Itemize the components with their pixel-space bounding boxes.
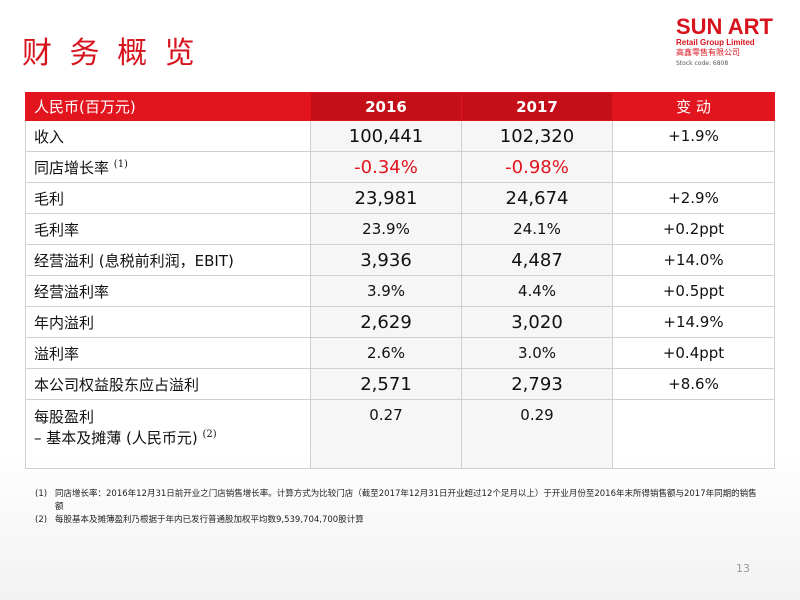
row-label: 经营溢利率	[25, 275, 311, 307]
logo-subtitle: Retail Group Limited	[676, 38, 755, 47]
footnote-marker: (2)	[35, 515, 48, 525]
footnote: (2) 每股基本及摊薄盈利乃根据于年内已发行普通股加权平均数9,539,704,7…	[35, 514, 765, 527]
label-text: 本公司权益股东应占溢利	[34, 375, 200, 394]
financial-table: 人民币(百万元) 2016 2017 变 动收入 100,441 102,320 +1.9%…	[25, 92, 775, 469]
cell: +0.4ppt	[612, 337, 775, 369]
logo: SUN ART Retail Group Limited 高鑫零售有限公司 St…	[676, 14, 776, 68]
table-row: 每股盈利 – 基本及摊薄 (人民币元) (2) 0.27 0.29	[25, 399, 775, 469]
cell: 3,936	[310, 244, 462, 276]
footnote-marker: (1)	[35, 489, 48, 499]
label-text: 毛利率	[34, 220, 80, 239]
row-label: 年内溢利	[25, 306, 311, 338]
table-row: 溢利率 2.6% 3.0% +0.4ppt	[25, 337, 775, 369]
label-text: 年内溢利	[34, 313, 95, 332]
column-header: 2016	[310, 92, 462, 121]
row-label: 每股盈利 – 基本及摊薄 (人民币元) (2)	[25, 399, 311, 469]
label-text: 收入	[34, 127, 65, 146]
table-row: 毛利 23,981 24,674 +2.9%	[25, 182, 775, 214]
footnote-ref: (1)	[113, 158, 128, 170]
label-text: 经营溢利 (息税前利润，EBIT)	[34, 251, 234, 270]
row-label: 本公司权益股东应占溢利	[25, 368, 311, 400]
footnote: (1) 同店增长率：2016年12月31日前开业之门店销售增长率。计算方式为比较门…	[35, 488, 765, 514]
table-row: 毛利率 23.9% 24.1% +0.2ppt	[25, 213, 775, 245]
label-text: 经营溢利率	[34, 282, 110, 301]
column-header: 人民币(百万元)	[25, 92, 311, 121]
cell: 2.6%	[310, 337, 462, 369]
cell: -0.34%	[310, 151, 462, 183]
column-header: 变 动	[612, 92, 775, 121]
cell: 4,487	[461, 244, 613, 276]
row-label: 经营溢利 (息税前利润，EBIT)	[25, 244, 311, 276]
cell	[612, 399, 775, 469]
cell: +2.9%	[612, 182, 775, 214]
cell: 23,981	[310, 182, 462, 214]
footnote-ref: (2)	[202, 429, 217, 440]
cell: -0.98%	[461, 151, 613, 183]
label-text: 同店增长率	[34, 158, 110, 177]
cell: 3,020	[461, 306, 613, 338]
cell: 2,629	[310, 306, 462, 338]
table-row: 同店增长率 (1) -0.34% -0.98%	[25, 151, 775, 183]
cell: 2,571	[310, 368, 462, 400]
cell: +8.6%	[612, 368, 775, 400]
cell: 0.27	[310, 399, 462, 469]
logo-brand: SUN ART	[676, 14, 773, 39]
label-text: 毛利	[34, 189, 65, 208]
cell: 0.29	[461, 399, 613, 469]
footnotes: (1) 同店增长率：2016年12月31日前开业之门店销售增长率。计算方式为比较门…	[35, 488, 765, 527]
title: 财 务 概 览	[22, 36, 199, 71]
stock-code: Stock code: 6808	[676, 60, 729, 67]
page-number: 13	[736, 562, 750, 575]
cell: 23.9%	[310, 213, 462, 245]
table-row: 收入 100,441 102,320 +1.9%	[25, 120, 775, 152]
footnote-text: 同店增长率：2016年12月31日前开业之门店销售增长率。计算方式为比较门店（截…	[55, 489, 757, 512]
cell	[612, 151, 775, 183]
cell: +0.5ppt	[612, 275, 775, 307]
row-label: 收入	[25, 120, 311, 152]
cell: 102,320	[461, 120, 613, 152]
cell: 24,674	[461, 182, 613, 214]
cell: +14.0%	[612, 244, 775, 276]
cell: 3.0%	[461, 337, 613, 369]
cell: +1.9%	[612, 120, 775, 152]
header-row: 人民币(百万元) 2016 2017 变 动	[25, 92, 775, 121]
row-label: 溢利率	[25, 337, 311, 369]
table-row: 年内溢利 2,629 3,020 +14.9%	[25, 306, 775, 338]
row-label: 毛利率	[25, 213, 311, 245]
cell: 3.9%	[310, 275, 462, 307]
column-header: 2017	[461, 92, 613, 121]
row-label: 毛利	[25, 182, 311, 214]
cell: 100,441	[310, 120, 462, 152]
cell: 2,793	[461, 368, 613, 400]
footnote-text: 每股基本及摊薄盈利乃根据于年内已发行普通股加权平均数9,539,704,700股…	[55, 515, 364, 525]
row-label: 同店增长率 (1)	[25, 151, 311, 183]
cell: +14.9%	[612, 306, 775, 338]
cell: +0.2ppt	[612, 213, 775, 245]
table-row: 经营溢利 (息税前利润，EBIT) 3,936 4,487 +14.0%	[25, 244, 775, 276]
cell: 4.4%	[461, 275, 613, 307]
sublabel-text: – 基本及摊薄 (人民币元)	[34, 429, 198, 447]
table-row: 本公司权益股东应占溢利 2,571 2,793 +8.6%	[25, 368, 775, 400]
cell: 24.1%	[461, 213, 613, 245]
label-text: 溢利率	[34, 344, 80, 363]
label-text: 每股盈利	[34, 408, 95, 426]
table-row: 经营溢利率 3.9% 4.4% +0.5ppt	[25, 275, 775, 307]
logo-chinese: 高鑫零售有限公司	[676, 48, 740, 57]
